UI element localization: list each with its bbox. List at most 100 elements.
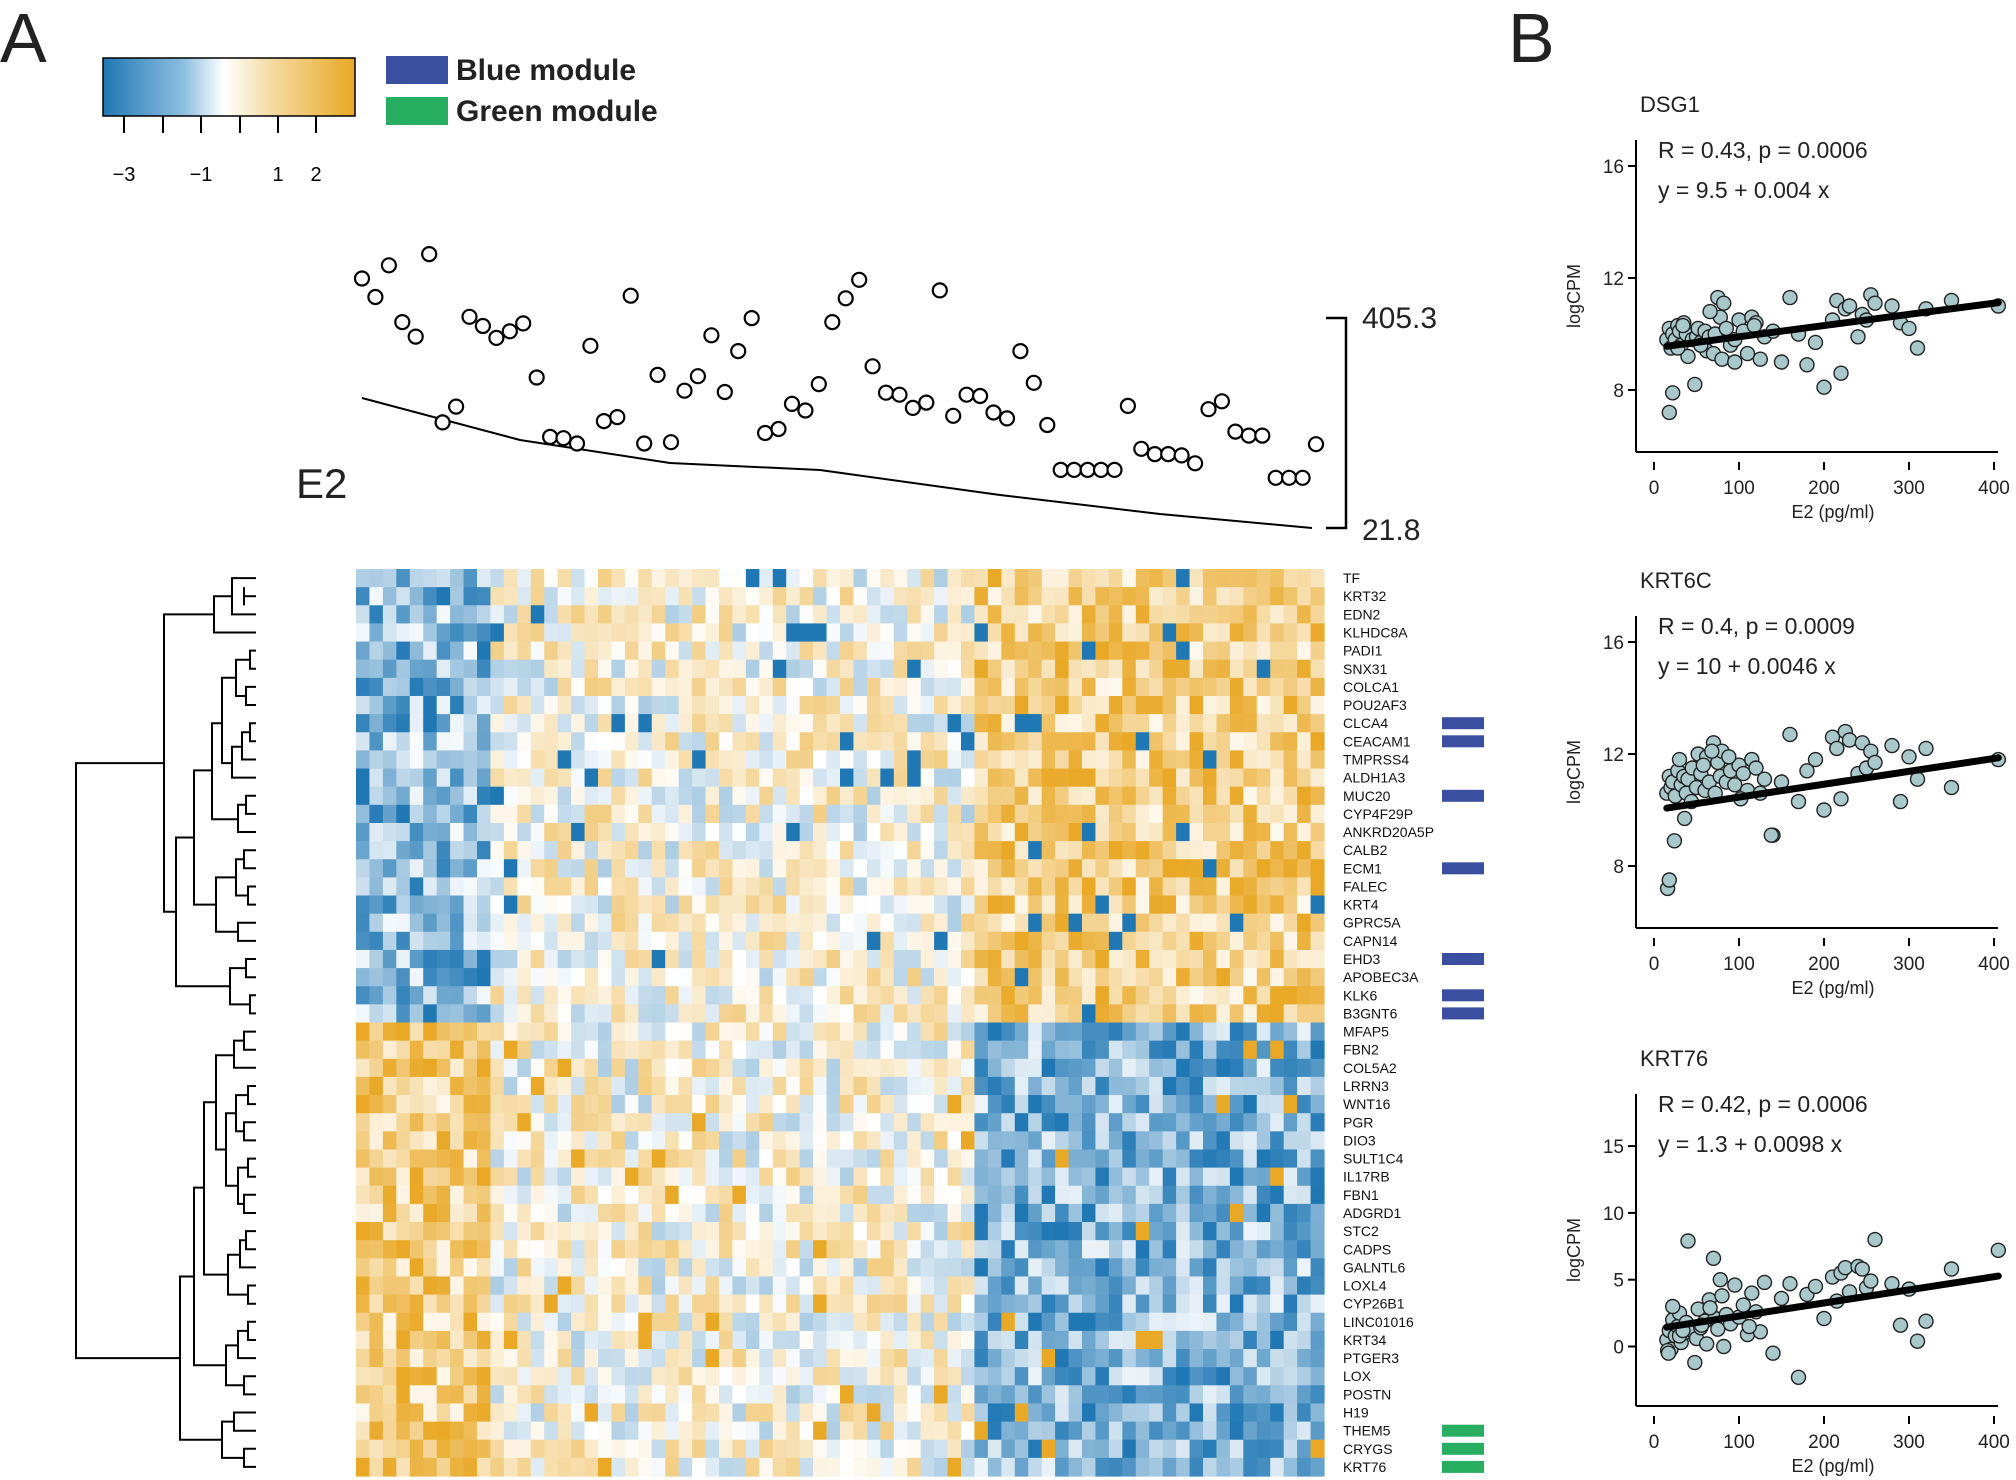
heatmap-cell <box>530 1167 545 1187</box>
e2-sample-point <box>971 387 989 405</box>
scatter-point <box>1867 295 1883 311</box>
x-axis-label: E2 (pg/ml) <box>1791 1456 1874 1476</box>
heatmap-cell <box>571 968 586 987</box>
gene-label: B3GNT6 <box>1343 1005 1398 1021</box>
heatmap-cell <box>745 1457 760 1477</box>
heatmap-cell <box>866 677 881 697</box>
heatmap-cell <box>813 1385 828 1405</box>
heatmap-cell <box>813 1004 828 1024</box>
heatmap-cell <box>598 677 613 697</box>
heatmap-cell <box>974 623 989 643</box>
heatmap-cell <box>423 1040 438 1060</box>
e2-sample-point <box>380 257 397 274</box>
heatmap-cell <box>1135 677 1150 697</box>
heatmap-cell <box>1216 1439 1231 1459</box>
heatmap-cell <box>1243 1203 1258 1223</box>
heatmap-cell <box>745 1040 760 1060</box>
heatmap-cell <box>974 677 989 697</box>
heatmap-cell <box>826 659 841 679</box>
heatmap-cell <box>920 677 935 697</box>
heatmap-cell <box>1229 1058 1244 1078</box>
heatmap-cell <box>1082 1113 1097 1132</box>
heatmap-cell <box>907 895 922 915</box>
heatmap-cell <box>638 895 653 915</box>
heatmap-cell <box>786 569 801 588</box>
gene-label: FBN2 <box>1343 1042 1379 1058</box>
scatter-point <box>1687 376 1703 393</box>
heatmap-cell <box>423 1149 438 1169</box>
heatmap-cell <box>665 1113 680 1132</box>
heatmap-cell <box>1203 1240 1218 1259</box>
heatmap-cell <box>866 587 881 606</box>
heatmap-cell <box>463 1076 478 1096</box>
heatmap-cell <box>598 1439 613 1459</box>
heatmap-cell <box>880 1095 895 1114</box>
heatmap-cell <box>503 877 518 897</box>
heatmap-cell <box>1135 605 1150 625</box>
heatmap-cell <box>947 1330 962 1350</box>
heatmap-cell <box>1082 677 1097 697</box>
heatmap-cell <box>974 822 989 842</box>
heatmap-cell <box>1041 1222 1056 1241</box>
heatmap-cell <box>1297 768 1312 788</box>
heatmap-cell <box>1297 786 1312 806</box>
heatmap-cell <box>786 695 801 715</box>
heatmap-cell <box>772 587 787 606</box>
heatmap-cell <box>1028 804 1043 824</box>
heatmap-cell <box>826 1095 841 1114</box>
heatmap-cell <box>490 1367 505 1386</box>
heatmap-cell <box>987 1022 1002 1042</box>
heatmap-cell <box>853 1058 868 1078</box>
heatmap-cell <box>477 1222 492 1241</box>
heatmap-cell <box>584 732 599 751</box>
heatmap-cell <box>503 641 518 661</box>
heatmap-cell <box>396 1095 411 1114</box>
heatmap-cell <box>1041 605 1056 625</box>
heatmap-cell <box>463 1095 478 1114</box>
heatmap-cell <box>544 1167 559 1187</box>
heatmap-cell <box>1082 641 1097 661</box>
heatmap-cell <box>1270 1113 1285 1132</box>
heatmap-cell <box>557 1076 572 1096</box>
heatmap-cell <box>1283 913 1298 933</box>
heatmap-cell <box>745 949 760 969</box>
gene-label: H19 <box>1343 1405 1369 1421</box>
heatmap-cell <box>1028 1058 1043 1078</box>
heatmap-cell <box>409 1022 424 1042</box>
heatmap-cell <box>719 714 734 733</box>
heatmap-cell <box>1189 641 1204 661</box>
heatmap-cell <box>584 1385 599 1405</box>
heatmap-cell <box>840 695 855 715</box>
heatmap-cell <box>396 1403 411 1423</box>
heatmap-cell <box>1229 1258 1244 1278</box>
heatmap-cell <box>961 1149 976 1169</box>
heatmap-cell <box>1256 1131 1271 1151</box>
heatmap-cell <box>517 1349 532 1368</box>
heatmap-cell <box>611 587 626 606</box>
heatmap-cell <box>571 1276 586 1296</box>
heatmap-cell <box>503 587 518 606</box>
green-module-swatch <box>386 97 448 125</box>
heatmap-cell <box>382 1312 397 1332</box>
heatmap-cell <box>1256 1185 1271 1205</box>
heatmap-cell <box>920 714 935 733</box>
heatmap-cell <box>934 1131 949 1151</box>
heatmap-cell <box>1001 659 1016 679</box>
heatmap-cell <box>974 1403 989 1423</box>
heatmap-cell <box>1270 859 1285 878</box>
heatmap-cell <box>786 1149 801 1169</box>
gene-label: EHD3 <box>1343 951 1381 967</box>
heatmap-cell <box>369 1349 384 1368</box>
heatmap-cell <box>1095 949 1110 969</box>
heatmap-cell <box>1149 677 1164 697</box>
e2-sample-point <box>716 383 733 401</box>
heatmap-cell <box>1041 895 1056 915</box>
heatmap-cell <box>1068 677 1083 697</box>
heatmap-cell <box>1310 569 1325 588</box>
heatmap-cell <box>1243 1004 1258 1024</box>
heatmap-cell <box>786 750 801 770</box>
heatmap-cell <box>799 968 814 987</box>
heatmap-cell <box>1095 695 1110 715</box>
heatmap-cell <box>947 1403 962 1423</box>
heatmap-cell <box>1216 1276 1231 1296</box>
